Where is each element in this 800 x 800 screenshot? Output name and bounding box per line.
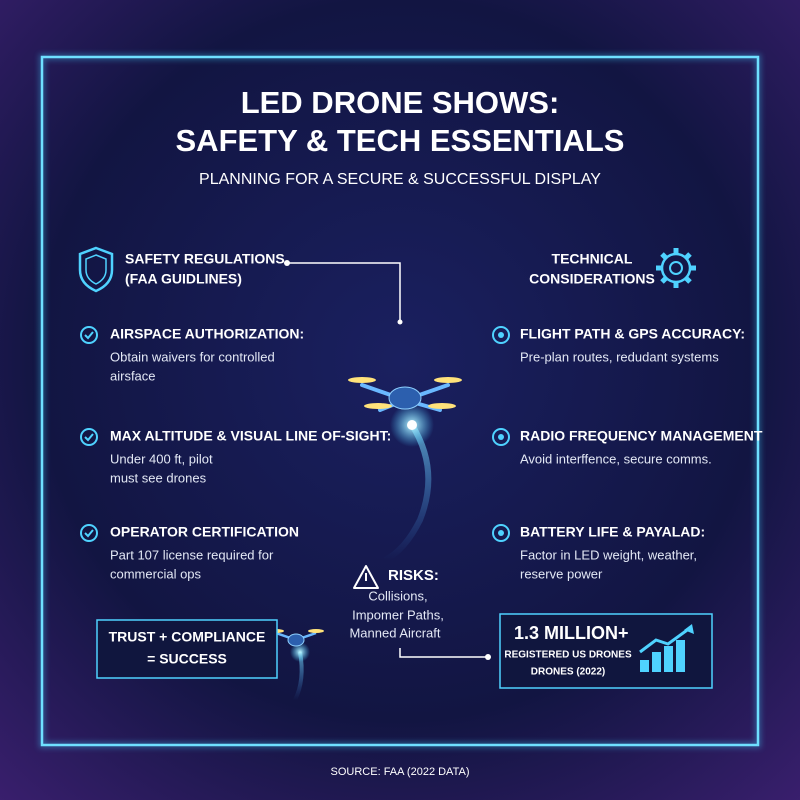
item-icon bbox=[80, 326, 98, 344]
drone-illustration bbox=[348, 377, 462, 563]
item-icon bbox=[492, 326, 510, 344]
item-description: reserve power bbox=[520, 566, 603, 581]
connector-dot bbox=[397, 319, 403, 325]
connector bbox=[287, 262, 401, 322]
item-description: Obtain waivers for controlled bbox=[110, 349, 275, 364]
item-title: FLIGHT PATH & GPS ACCURACY: bbox=[520, 326, 745, 342]
shield-icon bbox=[78, 246, 114, 293]
title: LED DRONE SHOWS: bbox=[241, 85, 560, 120]
callout-text: TRUST + COMPLIANCE bbox=[109, 629, 266, 645]
item-icon bbox=[492, 524, 510, 542]
connector-dot bbox=[485, 654, 491, 660]
item-icon bbox=[84, 433, 94, 442]
section-heading: TECHNICAL bbox=[552, 251, 633, 267]
risks-title: RISKS: bbox=[388, 567, 439, 584]
item-title: MAX ALTITUDE & VISUAL LINE OF-SIGHT: bbox=[110, 428, 391, 444]
item-icon bbox=[492, 428, 510, 446]
item-title: AIRSPACE AUTHORIZATION: bbox=[110, 326, 304, 342]
frame bbox=[40, 55, 760, 747]
risk-item: Impomer Paths, bbox=[352, 607, 444, 622]
item-description: Part 107 license required for bbox=[110, 547, 274, 562]
item-icon bbox=[498, 530, 504, 536]
callout-box bbox=[96, 619, 278, 679]
item-description: commercial ops bbox=[110, 566, 202, 581]
growth-icon bbox=[639, 624, 694, 672]
item-description: airsface bbox=[110, 368, 156, 383]
item-description: Under 400 ft, pilot bbox=[110, 451, 213, 466]
shield-icon bbox=[85, 254, 107, 285]
stat-value: 1.3 MILLION+ bbox=[514, 623, 629, 643]
item-description: must see drones bbox=[110, 470, 207, 485]
item-title: BATTERY LIFE & PAYALAD: bbox=[520, 524, 705, 540]
item-description: Avoid interffence, secure comms. bbox=[520, 451, 712, 466]
item-icon bbox=[80, 428, 98, 446]
risk-item: Collisions, bbox=[368, 588, 427, 603]
callout-text: = SUCCESS bbox=[147, 651, 227, 667]
section-heading: (FAA GUIDLINES) bbox=[125, 271, 242, 287]
warning-icon bbox=[353, 565, 379, 589]
section-heading: SAFETY REGULATIONS bbox=[125, 251, 285, 267]
title: SAFETY & TECH ESSENTIALS bbox=[176, 123, 625, 158]
gear-icon bbox=[656, 248, 696, 288]
item-description: Factor in LED weight, weather, bbox=[520, 547, 697, 562]
risk-item: Manned Aircraft bbox=[349, 625, 440, 640]
stat-label: REGISTERED US DRONES bbox=[504, 650, 632, 661]
source: SOURCE: FAA (2022 DATA) bbox=[331, 766, 470, 778]
small-drone bbox=[268, 629, 324, 701]
item-title: RADIO FREQUENCY MANAGEMENT bbox=[520, 428, 763, 444]
stat-label: DRONES (2022) bbox=[531, 667, 605, 678]
item-icon bbox=[498, 434, 504, 440]
item-title: OPERATOR CERTIFICATION bbox=[110, 524, 299, 540]
section-heading: CONSIDERATIONS bbox=[529, 271, 655, 287]
item-icon bbox=[84, 331, 94, 340]
connector bbox=[399, 648, 488, 658]
item-icon bbox=[80, 524, 98, 542]
subtitle: PLANNING FOR A SECURE & SUCCESSFUL DISPL… bbox=[199, 171, 601, 188]
item-icon bbox=[498, 332, 504, 338]
item-icon bbox=[84, 529, 94, 538]
item-description: Pre-plan routes, redudant systems bbox=[520, 349, 719, 364]
